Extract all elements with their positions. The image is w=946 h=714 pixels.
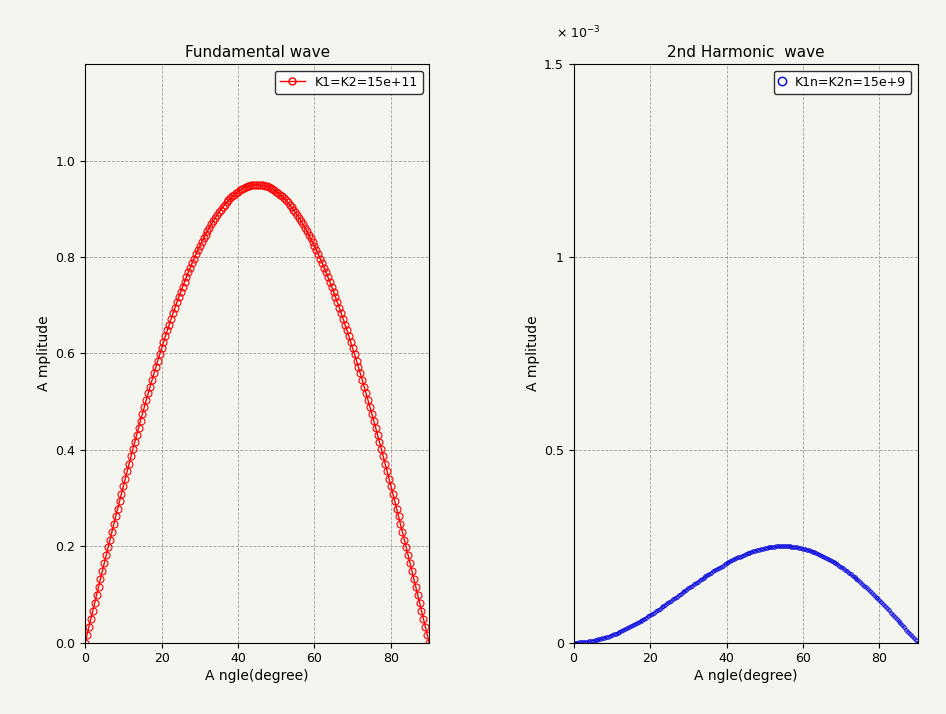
Text: $\times$ 10$^{-3}$: $\times$ 10$^{-3}$ (556, 24, 601, 41)
Legend: K1n=K2n=15e+9: K1n=K2n=15e+9 (774, 71, 911, 94)
X-axis label: A ngle(degree): A ngle(degree) (205, 670, 309, 683)
Legend: K1=K2=15e+11: K1=K2=15e+11 (274, 71, 423, 94)
Y-axis label: A mplitude: A mplitude (526, 316, 540, 391)
Y-axis label: A mplitude: A mplitude (37, 316, 51, 391)
Title: Fundamental wave: Fundamental wave (184, 45, 330, 60)
Title: 2nd Harmonic  wave: 2nd Harmonic wave (667, 45, 824, 60)
X-axis label: A ngle(degree): A ngle(degree) (693, 670, 797, 683)
